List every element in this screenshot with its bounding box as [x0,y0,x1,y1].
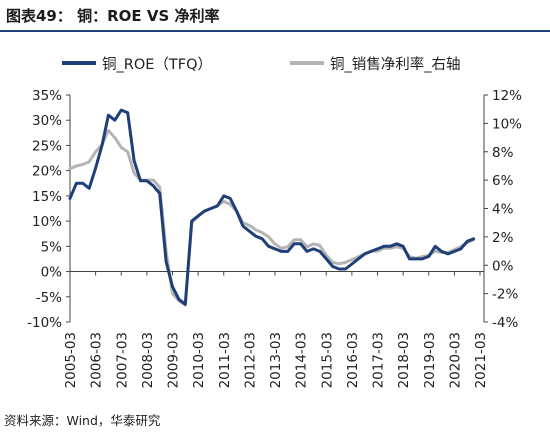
y-right-tick-label: 6% [492,173,514,189]
x-tick-label: 2010-03 [191,332,207,388]
y-left-tick-label: 20% [32,164,62,180]
x-tick-label: 2006-03 [89,332,105,388]
y-left-tick-label: 10% [32,214,62,230]
x-tick-label: 2005-03 [63,332,79,388]
source-note: 资料来源：Wind，华泰研究 [4,413,161,428]
page-title: 图表49： 铜：ROE VS 净利率 [6,7,220,25]
y-left-tick-label: -10% [27,315,62,331]
y-right-tick-label: 2% [492,230,514,246]
y-right-tick-label: 12% [492,88,522,104]
chart-series [68,108,476,307]
y-right-tick-label: 10% [492,116,522,132]
y-right-tick-label: 8% [492,145,514,161]
y-right-tick-label: -2% [492,287,518,303]
x-tick-label: 2016-03 [345,332,361,388]
x-tick-label: 2007-03 [114,332,130,388]
y-left-tick-label: 25% [32,138,62,154]
x-tick-label: 2019-03 [422,332,438,388]
series-line-net-margin [68,129,476,307]
x-tick-label: 2020-03 [447,332,463,388]
y-left-tick-label: 5% [41,239,63,255]
x-tick-label: 2013-03 [268,332,284,388]
y-left-tick-label: -5% [36,290,62,306]
x-tick-label: 2009-03 [166,332,182,388]
y-left-tick-label: 15% [32,189,62,205]
legend-label-net-margin: 铜_销售净利率_右轴 [330,56,461,73]
chart-legend: 铜_ROE（TFQ） 铜_销售净利率_右轴 [62,56,461,73]
x-tick-label: 2015-03 [319,332,335,388]
y-right-tick-label: 0% [492,258,514,274]
series-line-roe [68,108,476,306]
x-tick-label: 2008-03 [140,332,156,388]
y-left-tick-label: 30% [32,113,62,129]
legend-label-roe: 铜_ROE（TFQ） [102,56,212,73]
y-left-tick-label: 0% [41,265,63,281]
x-tick-label: 2014-03 [294,332,310,388]
y-right-tick-label: 4% [492,202,514,218]
x-tick-label: 2018-03 [396,332,412,388]
chart: -10% -5% 0% 5% 10% 15% 20% 25% 30% 35% -4% -2% 0% 2% 4… [27,56,522,388]
chart-axes: -10% -5% 0% 5% 10% 15% 20% 25% 30% 35% -4% -2% 0% 2% 4… [27,88,522,388]
title-bar: 图表49： 铜：ROE VS 净利率 [0,0,550,32]
x-tick-label: 2021-03 [473,332,489,388]
x-tick-label: 2017-03 [371,332,387,388]
x-tick-label: 2011-03 [217,332,233,388]
y-left-tick-label: 35% [32,88,62,104]
y-right-tick-label: -4% [492,315,518,331]
x-tick-label: 2012-03 [242,332,258,388]
